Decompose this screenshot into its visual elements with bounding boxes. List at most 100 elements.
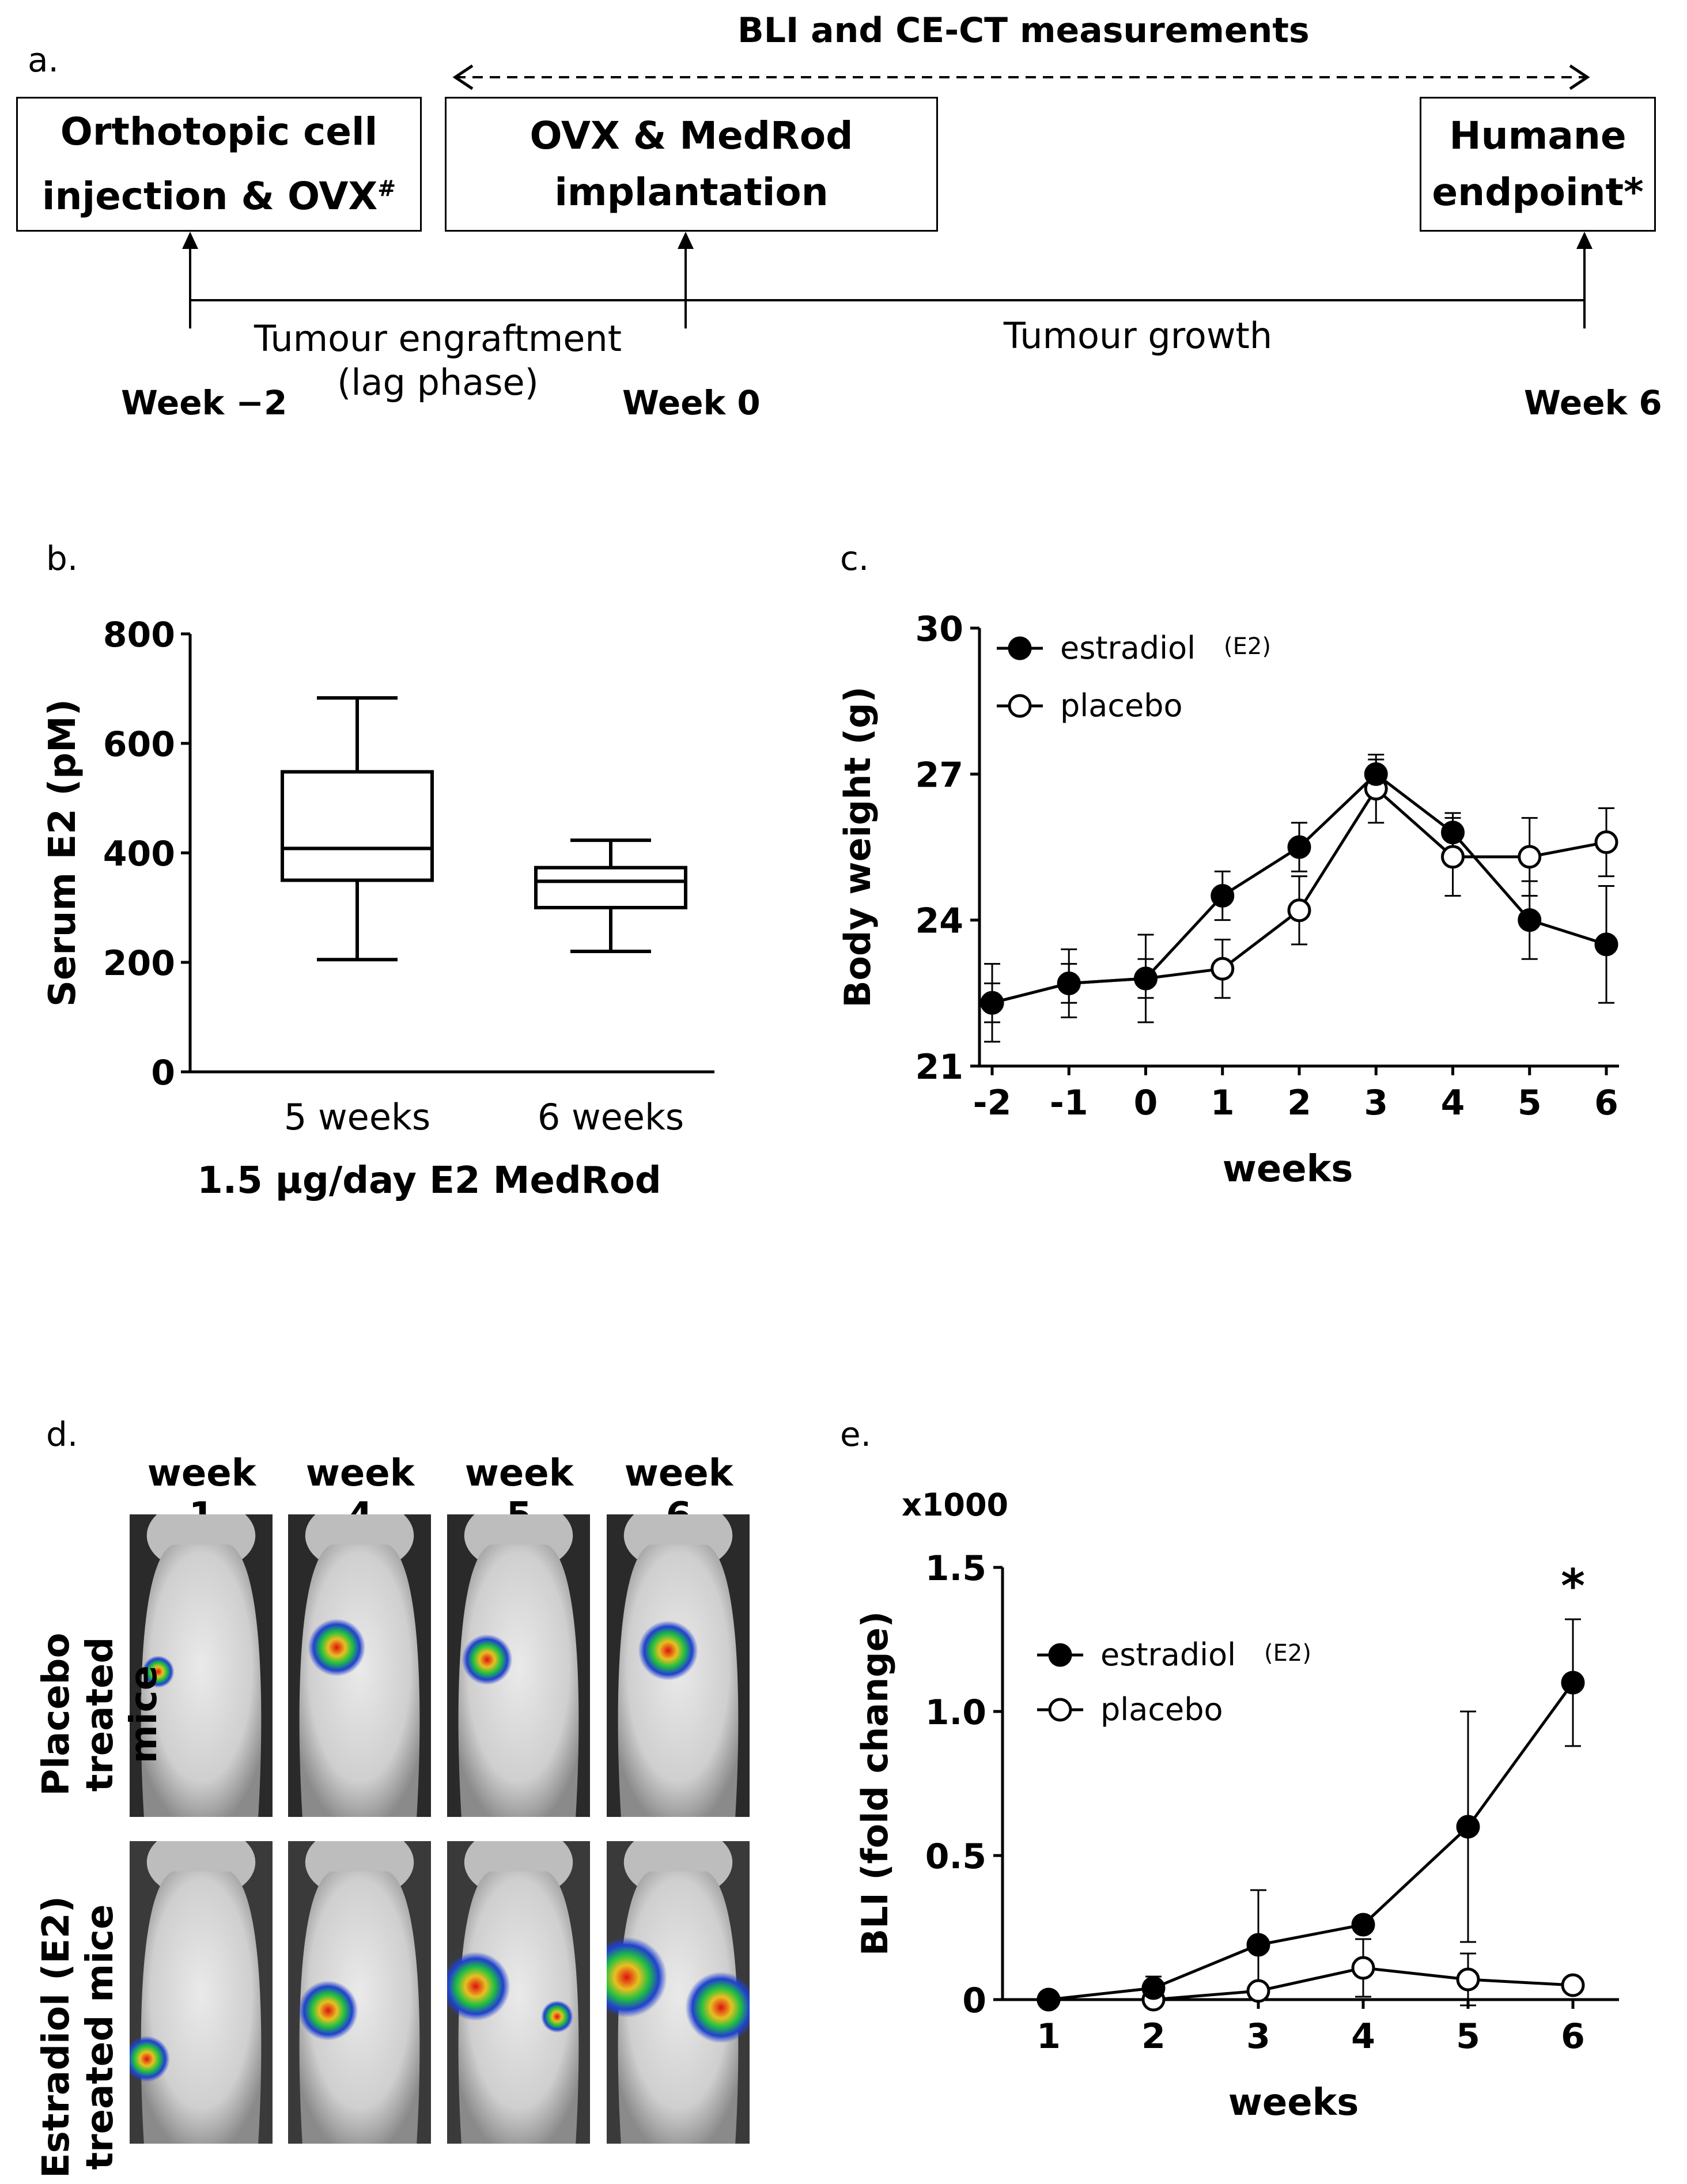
week-mid-label: Week 0: [622, 383, 761, 422]
c-xtick-label-5: 3: [1364, 1083, 1388, 1123]
e-ytick-label-1: 0.5: [925, 1837, 986, 1877]
week-start-label: Week −2: [121, 383, 288, 422]
e-point-0-4: [1456, 1815, 1480, 1839]
b-category-label-1: 6 weeks: [538, 1096, 684, 1138]
e-ytick-label-0: 0: [962, 1981, 986, 2021]
e-legend-suffix-0: (E2): [1264, 1640, 1311, 1667]
mouse-image-1-3: [607, 1841, 750, 2144]
c-ytick-label-1: 24: [916, 901, 964, 942]
row-label-estradiol: Estradiol (E2) treated mice: [35, 1896, 122, 2178]
c-point-0-7: [1518, 908, 1542, 932]
e-series-line-1: [1049, 1966, 1573, 2001]
mouse-image-1-0: [130, 1841, 273, 2144]
c-xtick-label-7: 5: [1518, 1083, 1542, 1123]
c-point-0-1: [1057, 971, 1081, 995]
c-point-1-7: [1518, 845, 1542, 869]
panel-b-label: b.: [46, 539, 78, 578]
phase-growth: Tumour growth: [1003, 315, 1273, 357]
c-ytick-label-0: 21: [916, 1047, 964, 1087]
bli-signal-0-2-0: [462, 1634, 513, 1685]
mouse-body-1-1: [288, 1841, 431, 2144]
bli-signal-1-0-0: [130, 2036, 170, 2082]
c-point-1-4: [1287, 898, 1311, 923]
c-point-1-8: [1594, 830, 1618, 855]
box-cell-injection-text: Orthotopic cell injection & OVX: [41, 109, 378, 218]
b-ytick-label-4: 800: [103, 615, 175, 655]
e-multiplier: x1000: [902, 1487, 1008, 1523]
mouse-image-0-0: [130, 1514, 273, 1817]
c-point-0-3: [1211, 883, 1235, 908]
c-point-1-6: [1441, 845, 1465, 869]
mouse-body-1-2: [447, 1841, 590, 2144]
c-legend-label-0: estradiol: [1060, 630, 1196, 666]
mouse-body-1-3: [607, 1841, 750, 2144]
c-xtick-label-8: 6: [1594, 1083, 1618, 1123]
e-ylabel: BLI (fold change): [854, 1611, 896, 1956]
bli-signal-1-3-0: [607, 1937, 667, 2018]
chart-e-bli: 0 0.5 1.0 1.5 1 2 3 4 5 6 weeks BLI (fold change) es…: [854, 1487, 1619, 2124]
e-point-1-3: [1351, 1956, 1375, 1980]
c-point-0-6: [1441, 821, 1465, 845]
b-ytick-label-0: 0: [151, 1053, 175, 1093]
c-legend-marker-1: [1008, 694, 1032, 718]
bli-signal-1-1-0: [298, 1981, 358, 2041]
e-legend-marker-1: [1048, 1698, 1072, 1722]
c-legend-label-1: placebo: [1060, 687, 1183, 724]
mouse-body-0-2: [447, 1514, 590, 1817]
e-xtick-label-4: 5: [1456, 2016, 1480, 2057]
b-ytick-label-2: 400: [103, 834, 175, 874]
c-xtick-label-3: 1: [1211, 1083, 1235, 1123]
b-ylabel: Serum E2 (pM): [41, 699, 84, 1007]
e-point-1-4: [1456, 1967, 1480, 1992]
e-xtick-label-2: 3: [1246, 2016, 1270, 2057]
chart-b-boxplot: 0 200 400 600 800 5 weeks 6 weeks 1.5 µg/day E2…: [41, 615, 714, 1202]
mouse-body-0-0: [130, 1514, 273, 1817]
b-box-0: [281, 770, 434, 882]
e-xtick-label-3: 4: [1351, 2016, 1375, 2057]
e-ytick-label-3: 1.5: [925, 1548, 986, 1589]
mouse-image-1-1: [288, 1841, 431, 2144]
c-xtick-label-0: -2: [973, 1083, 1012, 1123]
panel-e-label: e.: [840, 1415, 872, 1454]
box-ovx-medrod: OVX & MedRod implantation: [445, 97, 938, 232]
e-xtick-label-5: 6: [1561, 2016, 1585, 2057]
e-point-1-5: [1561, 1973, 1585, 1997]
c-ytick-label-3: 30: [916, 609, 964, 649]
b-ytick-label-1: 200: [103, 943, 175, 984]
c-point-0-4: [1287, 835, 1311, 859]
e-point-0-2: [1246, 1933, 1270, 1957]
box-humane-endpoint: Humane endpoint*: [1420, 97, 1656, 232]
c-point-0-8: [1594, 932, 1618, 957]
panel-a-label: a.: [28, 40, 59, 80]
c-point-0-5: [1364, 762, 1388, 786]
timeline-svg: [182, 64, 1593, 328]
e-xtick-label-1: 2: [1141, 2016, 1166, 2057]
c-xlabel: weeks: [1223, 1148, 1353, 1191]
c-xtick-label-6: 4: [1441, 1083, 1465, 1123]
c-legend-marker-0: [1008, 636, 1032, 660]
bli-signal-1-3-1: [685, 1971, 750, 2043]
c-ytick-label-2: 27: [916, 755, 964, 795]
b-xlabel: 1.5 µg/day E2 MedRod: [197, 1159, 661, 1202]
b-ytick-label-3: 600: [103, 724, 175, 765]
b-category-label-0: 5 weeks: [284, 1096, 430, 1138]
c-point-0-2: [1134, 966, 1158, 991]
week-end-label: Week 6: [1524, 383, 1662, 422]
e-significance-annotation: *: [1561, 1559, 1585, 1613]
bli-signal-1-2-0: [447, 1952, 510, 2021]
e-legend-marker-0: [1048, 1643, 1072, 1667]
c-xtick-label-2: 0: [1134, 1083, 1158, 1123]
phase-engraftment: Tumour engraftment (lag phase): [254, 318, 622, 403]
mouse-image-0-2: [447, 1514, 590, 1817]
bli-signal-1-2-1: [540, 2000, 573, 2033]
e-series-line-0: [1048, 1682, 1575, 2001]
e-xlabel: weeks: [1228, 2081, 1359, 2124]
box-cell-injection-sup: #: [377, 176, 396, 201]
e-point-0-0: [1037, 1987, 1061, 2012]
e-point-0-5: [1561, 1671, 1585, 1695]
measurements-title: BLI and CE-CT measurements: [737, 10, 1310, 51]
bli-signal-0-1-0: [308, 1619, 366, 1676]
mouse-body-1-0: [130, 1841, 273, 2144]
chart-c-bodyweight: 21 24 27 30 -2 -1 0 1 2 3 4 5 6 weeks Body weight (g) e…: [837, 609, 1619, 1191]
e-ytick-label-2: 1.0: [925, 1692, 986, 1733]
